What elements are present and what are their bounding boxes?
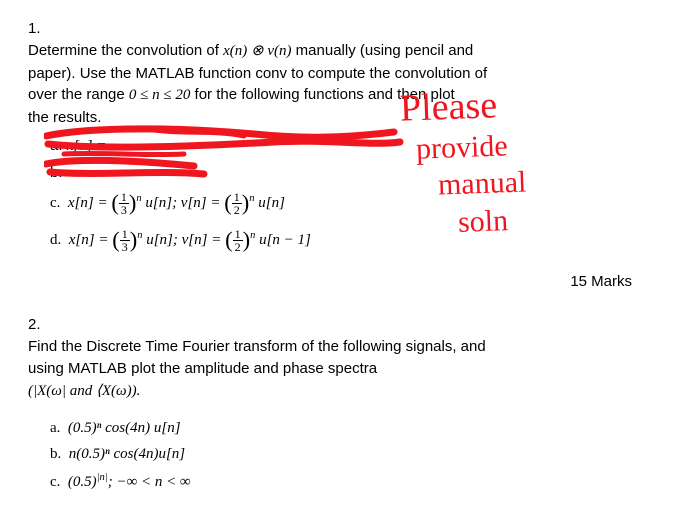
q1-text-2: paper). Use the MATLAB function conv to … xyxy=(28,65,487,82)
q2-b-label: b. xyxy=(50,446,61,462)
q2-a: a. (0.5)ⁿ cos(4n) u[n] xyxy=(50,418,672,440)
q2-subparts: a. (0.5)ⁿ cos(4n) u[n] b. n(0.5)ⁿ cos(4n… xyxy=(50,418,672,493)
q1-c-exp2: n xyxy=(249,193,254,204)
q2-body: Find the Discrete Time Fourier transform… xyxy=(28,336,648,402)
handwritten-manual: manual xyxy=(437,166,526,201)
q2-text-2: using MATLAB plot the amplitude and phas… xyxy=(28,360,377,377)
q1-text-1b: manually (using pencil and xyxy=(292,42,474,59)
q1-d-frac2: 12 xyxy=(225,224,250,257)
q1-d-label: d. xyxy=(50,232,61,248)
q1-subparts: a. x[n] = b. c. x[n] = 13n u[n]; v[n] = … xyxy=(50,135,672,257)
handwritten-please: Please xyxy=(399,86,497,129)
q1-number: 1. xyxy=(28,18,48,40)
q1-d-exp2: n xyxy=(250,230,255,241)
q1-text-1a: Determine the convolution of xyxy=(28,42,223,59)
q1-b: b. xyxy=(50,162,672,184)
q2-a-expr: (0.5)ⁿ cos(4n) u[n] xyxy=(68,420,181,436)
q1-c: c. x[n] = 13n u[n]; v[n] = 12n u[n] xyxy=(50,187,672,220)
q1-conv-expr: x(n) ⊗ v(n) xyxy=(223,43,291,59)
q2-c-post: ; −∞ < n < ∞ xyxy=(108,474,191,490)
question-2: 2. Find the Discrete Time Fourier transf… xyxy=(28,314,672,493)
q1-text-4: the results. xyxy=(28,109,101,126)
q1-a-label: a. xyxy=(50,137,63,154)
q1-d-pre: x[n] = xyxy=(69,232,112,248)
q1-d: d. x[n] = 13n u[n]; v[n] = 12n u[n − 1] xyxy=(50,224,672,257)
q1-c-label: c. xyxy=(50,195,60,211)
q1-d-frac1: 13 xyxy=(112,224,137,257)
q1-d-exp1: n xyxy=(137,230,142,241)
q1-c-mid2: u[n] xyxy=(258,195,285,211)
q1-a: a. x[n] = xyxy=(50,135,672,158)
q2-number: 2. xyxy=(28,314,48,336)
q2-c-pre: (0.5) xyxy=(68,474,97,490)
handwritten-soln: soln xyxy=(457,205,508,238)
q1-range: 0 ≤ n ≤ 20 xyxy=(129,87,190,103)
q1-a-expr: x[n] = xyxy=(67,138,107,154)
q2-c-label: c. xyxy=(50,474,60,490)
q2-c: c. (0.5)|n|; −∞ < n < ∞ xyxy=(50,470,672,494)
q1-d-mid2: u[n − 1] xyxy=(259,232,311,248)
q1-c-frac1: 13 xyxy=(111,187,136,220)
q1-c-pre: x[n] = xyxy=(68,195,111,211)
q1-c-mid1: u[n]; v[n] = xyxy=(145,195,224,211)
q1-body: Determine the convolution of x(n) ⊗ v(n)… xyxy=(28,40,648,129)
q2-text-1: Find the Discrete Time Fourier transform… xyxy=(28,338,486,355)
handwritten-provide: provide xyxy=(415,130,508,165)
q2-spec-expr: (|X(ω| and ⟨X(ω)). xyxy=(28,383,140,399)
q1-c-exp1: n xyxy=(136,193,141,204)
q1-c-frac2: 12 xyxy=(224,187,249,220)
question-1: 1. Determine the convolution of x(n) ⊗ v… xyxy=(28,18,672,292)
q2-b: b. n(0.5)ⁿ cos(4n)u[n] xyxy=(50,444,672,466)
q2-c-exp: |n| xyxy=(97,472,108,483)
q2-a-label: a. xyxy=(50,420,60,436)
q1-b-label: b. xyxy=(50,164,63,181)
q1-marks: 15 Marks xyxy=(28,271,632,293)
q1-text-3a: over the range xyxy=(28,86,129,103)
q2-b-expr: n(0.5)ⁿ cos(4n)u[n] xyxy=(69,446,185,462)
q1-d-mid1: u[n]; v[n] = xyxy=(146,232,225,248)
